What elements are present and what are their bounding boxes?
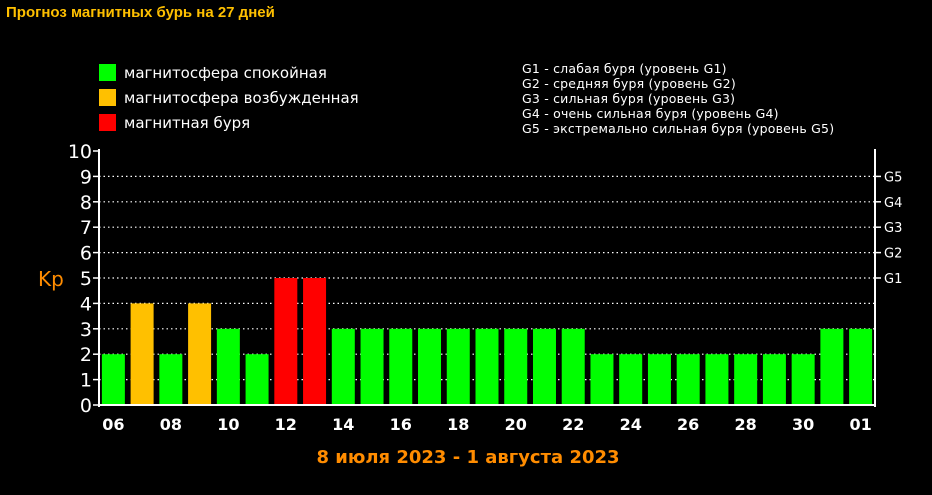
x-tick-label: 18 [447,415,469,434]
legend-item-excited: магнитосфера возбужденная [99,85,359,110]
bar [331,328,355,405]
bar [159,354,183,405]
legend-label-storm: магнитная буря [124,113,251,132]
x-tick-label: 06 [102,415,124,434]
bar [188,303,212,405]
x-tick-label: 24 [620,415,642,434]
x-tick-label: 12 [275,415,297,434]
chart-title: Прогноз магнитных бурь на 27 дней [6,4,275,21]
g-tick-label: G1 [884,272,902,287]
bar [676,354,700,405]
g-legend-g5: G5 - экстремально сильная буря (уровень … [522,121,835,136]
bar [274,278,298,405]
legend-swatch-excited [99,89,116,106]
bar [734,354,758,405]
y-tick-label: 8 [80,192,92,214]
bar [130,303,154,405]
y-tick-label: 0 [80,395,92,417]
legend: магнитосфера спокойная магнитосфера возб… [99,60,359,135]
bar [446,328,470,405]
x-tick-label: 16 [390,415,412,434]
bar [245,354,269,405]
g-legend-g2: G2 - средняя буря (уровень G2) [522,76,736,91]
x-tick-label: 10 [217,415,239,434]
y-tick-label: 7 [80,217,92,239]
legend-label-calm: магнитосфера спокойная [124,63,327,82]
g-level-legend: G1 - слабая буря (уровень G1) G2 - средн… [522,61,834,136]
x-tick-label: 20 [505,415,527,434]
y-axis-label: Kp [38,267,64,291]
legend-swatch-calm [99,64,116,81]
x-tick-label: 08 [160,415,182,434]
y-tick-label: 5 [80,268,92,290]
bar [791,354,815,405]
bar [418,328,442,405]
legend-label-excited: магнитосфера возбужденная [124,88,359,107]
x-tick-label: 30 [792,415,814,434]
x-tick-label: 28 [735,415,757,434]
bar [849,328,873,405]
bar [561,328,585,405]
g-tick-label: G3 [884,221,902,236]
y-tick-label: 4 [80,293,92,315]
bar [475,328,499,405]
g-tick-label: G5 [884,170,902,185]
g-legend-g1: G1 - слабая буря (уровень G1) [522,61,727,76]
bar [619,354,643,405]
bar [360,328,384,405]
g-tick-label: G4 [884,196,902,211]
bar [216,328,240,405]
legend-swatch-storm [99,114,116,131]
legend-item-calm: магнитосфера спокойная [99,60,359,85]
y-tick-label: 2 [80,344,92,366]
bar [590,354,614,405]
g-legend-g4: G4 - очень сильная буря (уровень G4) [522,106,779,121]
bar [504,328,528,405]
bar [647,354,671,405]
x-tick-label: 01 [849,415,871,434]
y-tick-label: 1 [80,370,92,392]
bar [101,354,125,405]
bar [705,354,729,405]
y-tick-label: 10 [68,141,92,163]
g-legend-g3: G3 - сильная буря (уровень G3) [522,91,736,106]
g-tick-label: G2 [884,247,902,262]
y-tick-label: 3 [80,319,92,341]
x-tick-label: 14 [332,415,354,434]
x-axis-label: 8 июля 2023 - 1 августа 2023 [316,447,619,468]
legend-item-storm: магнитная буря [99,110,359,135]
y-tick-label: 9 [80,166,92,188]
bar [762,354,786,405]
bar [532,328,556,405]
y-tick-label: 6 [80,243,92,265]
bar [389,328,413,405]
bar [820,328,844,405]
x-tick-label: 22 [562,415,584,434]
bar [303,278,327,405]
x-tick-label: 26 [677,415,699,434]
